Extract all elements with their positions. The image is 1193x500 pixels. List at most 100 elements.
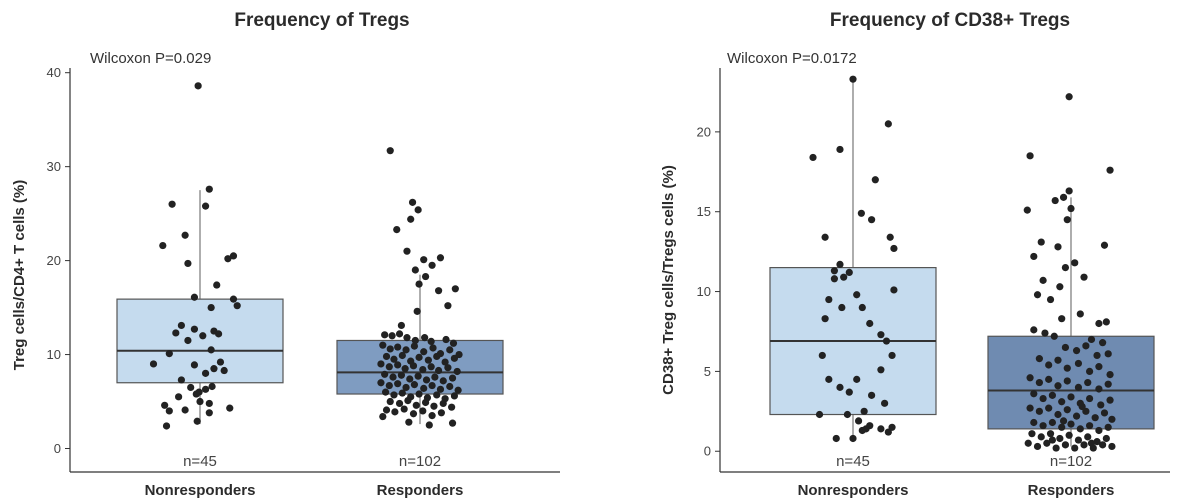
panel1-responders-point-93 xyxy=(400,405,408,413)
panel2-responders-point-49 xyxy=(1095,385,1103,393)
panel1-responders-point-48 xyxy=(401,365,409,373)
panel2-responders-point-51 xyxy=(1030,390,1038,398)
panel1-responders-point-86 xyxy=(412,401,420,409)
panel1-nonresponders-point-19 xyxy=(184,336,192,345)
panel1-nonresponders-point-3 xyxy=(181,231,189,239)
panel1-responders-point-26 xyxy=(379,341,387,349)
panel2-nonresponders-point-44 xyxy=(860,407,868,415)
panel1-nonresponders-point-44 xyxy=(194,82,202,90)
panel1-responders-point-31 xyxy=(420,348,428,356)
panel2-nonresponders-point-16 xyxy=(853,291,861,299)
panel2-responders-point-85 xyxy=(1084,433,1092,441)
panel2-responders-point-70 xyxy=(1030,418,1038,427)
panel1-responders-point-85 xyxy=(404,396,412,405)
panel1-responders-box xyxy=(336,339,504,395)
panel2-responders-point-4 xyxy=(1059,193,1068,201)
panel1-responders-point-74 xyxy=(381,388,390,396)
panel1-nonresponders-point-7 xyxy=(229,252,238,260)
panel2-n-label-nonresponders: n=45 xyxy=(836,453,870,470)
panel2-nonresponders-point-9 xyxy=(821,233,829,241)
panel1-y-tick-label-0: 0 xyxy=(54,441,61,456)
panel1-nonresponders-point-25 xyxy=(210,365,218,373)
panel2-responders-point-72 xyxy=(1048,418,1056,427)
panel2-nonresponders-point-18 xyxy=(838,303,846,312)
panel1-responders-point-49 xyxy=(409,362,418,370)
panel2-responders-point-84 xyxy=(1074,436,1083,444)
panel2-y-tick-label-15: 15 xyxy=(697,204,711,219)
panel1-nonresponders-point-35 xyxy=(196,397,204,406)
panel2-responders-point-65 xyxy=(1072,412,1081,420)
panel2-nonresponders-point-8 xyxy=(890,244,898,253)
panel1-responders-point-90 xyxy=(448,403,456,411)
panel2-responders-point-1 xyxy=(1026,152,1034,160)
panel1-nonresponders-point-30 xyxy=(201,385,210,393)
panel2-responders-point-101 xyxy=(1078,402,1086,411)
panel1-responders-point-4 xyxy=(393,226,401,234)
panel2-responders-point-9 xyxy=(1037,238,1045,246)
panel2-responders-point-80 xyxy=(1037,433,1045,441)
panel2-responders-point-37 xyxy=(1063,364,1071,372)
panel1-responders-point-83 xyxy=(386,397,394,406)
panel1-nonresponders-point-26 xyxy=(220,366,228,375)
panel2-responders-point-32 xyxy=(1093,351,1101,360)
panel1-nonresponders-point-9 xyxy=(190,293,199,301)
panel1-responders-point-24 xyxy=(442,335,450,344)
panel2-responders-point-75 xyxy=(1076,425,1084,433)
panel1-responders-point-89 xyxy=(439,399,447,408)
panel2-responders-point-76 xyxy=(1086,422,1094,430)
panel2-responders-point-54 xyxy=(1058,398,1066,406)
panel1-responders-point-97 xyxy=(437,409,445,417)
panel2-responders-point-11 xyxy=(1100,241,1109,249)
panel2-responders-point-86 xyxy=(1093,438,1101,446)
panel1-responders-point-76 xyxy=(398,389,406,397)
panel1-responders-point-0 xyxy=(386,147,394,155)
panel2-nonresponders-point-27 xyxy=(825,375,833,383)
panel1-responders-point-96 xyxy=(428,412,436,420)
panel1-responders-point-58 xyxy=(406,375,414,383)
panel1-nonresponders-point-6 xyxy=(224,255,232,263)
panel2-y-axis-label: CD38+ Treg cells/Tregs cells (%) xyxy=(660,165,677,395)
panel2-nonresponders-point-4 xyxy=(871,176,879,184)
panel1-responders-point-8 xyxy=(436,254,445,262)
panel1-responders-point-65 xyxy=(385,381,393,390)
panel1-nonresponders-point-13 xyxy=(177,321,185,330)
panel2-category-responders: Responders xyxy=(1028,482,1115,499)
panel2-responders-point-29 xyxy=(1061,343,1070,352)
panel1-responders-point-23 xyxy=(427,337,435,346)
panel1-responders-point-101 xyxy=(448,419,457,427)
panel2-responders-point-99 xyxy=(1087,439,1096,447)
panel2-responders-point-14 xyxy=(1061,264,1070,272)
panel1-responders-point-5 xyxy=(403,247,411,255)
panel1-nonresponders-point-37 xyxy=(161,401,169,409)
panel2-nonresponders-point-39 xyxy=(888,423,896,431)
panel1-responders-point-88 xyxy=(430,402,438,410)
panel1-responders-point-50 xyxy=(419,365,427,374)
panel1-responders-point-87 xyxy=(421,398,430,407)
panel2-responders-point-69 xyxy=(1108,415,1116,423)
panel1-nonresponders-point-33 xyxy=(192,390,200,398)
panel2-nonresponders-point-15 xyxy=(840,273,848,281)
panel1-y-tick-label-20: 20 xyxy=(47,253,61,268)
panel1-responders-point-57 xyxy=(397,371,405,379)
panel1-responders-point-28 xyxy=(394,343,402,351)
panel1-nonresponders-point-34 xyxy=(175,393,183,401)
panel2-responders-point-21 xyxy=(1058,315,1066,323)
panel2-responders-point-39 xyxy=(1086,367,1094,375)
panel2-nonresponders-point-7 xyxy=(886,233,894,241)
panel1-responders-point-40 xyxy=(415,353,423,361)
panel1-nonresponders-point-1 xyxy=(201,202,210,210)
panel1-nonresponders-point-43 xyxy=(226,404,234,412)
panel2-nonresponders-point-17 xyxy=(825,295,833,304)
panel1-nonresponders-point-38 xyxy=(165,407,173,415)
panel2-responders-point-16 xyxy=(1039,276,1047,284)
panel2-nonresponders-point-2 xyxy=(809,153,817,162)
panel2-responders-point-47 xyxy=(1074,383,1083,391)
panel2-responders-point-27 xyxy=(1087,335,1096,344)
panel1-responders-point-22 xyxy=(421,334,429,342)
panel1-responders-point-7 xyxy=(428,261,436,269)
panel2-responders-point-10 xyxy=(1054,243,1062,251)
panel1-responders-point-70 xyxy=(428,381,436,390)
panel2-responders-point-45 xyxy=(1054,382,1062,390)
panel2-title: Frequency of CD38+ Tregs xyxy=(830,10,1070,31)
panel2-nonresponders-point-23 xyxy=(882,337,891,345)
